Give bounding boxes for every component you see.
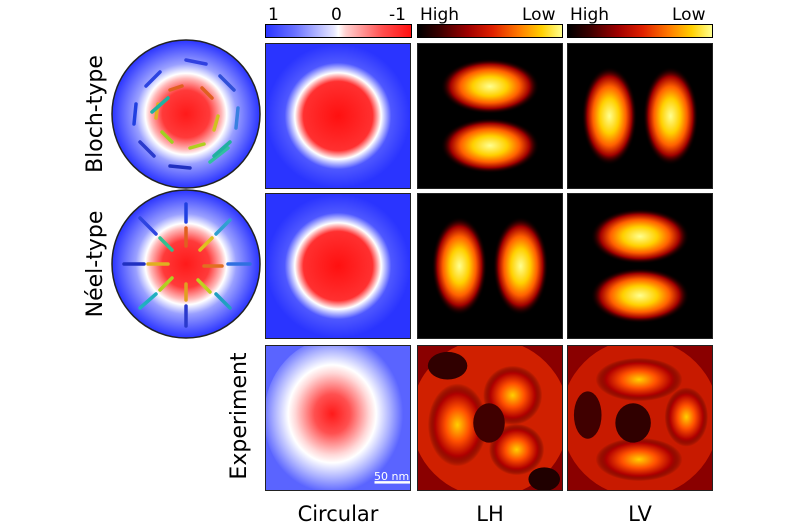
colorbar-circular-mid-label: 0 bbox=[331, 5, 342, 25]
neel-spin-texture bbox=[110, 188, 262, 340]
neel-circular-panel bbox=[265, 193, 411, 339]
experiment-circular-panel bbox=[265, 345, 411, 491]
scale-bar-label: 50 nm bbox=[374, 470, 410, 483]
colorbar-lv bbox=[567, 24, 713, 38]
neel-lv-panel bbox=[567, 193, 713, 339]
bloch-lv-panel bbox=[567, 43, 713, 189]
experiment-lv-panel bbox=[567, 345, 713, 491]
bloch-lh-panel bbox=[417, 43, 563, 189]
colorbar-circular bbox=[265, 24, 412, 38]
colorbar-circular-min-label: -1 bbox=[389, 5, 406, 25]
colorbar-lv-high-label: High bbox=[570, 5, 610, 25]
row-label-neel: Néel-type bbox=[83, 210, 108, 318]
neel-lh-panel bbox=[417, 193, 563, 339]
colorbar-lh-low-label: Low bbox=[522, 5, 556, 25]
column-label-lh: LH bbox=[476, 502, 504, 526]
bloch-circular-panel bbox=[265, 43, 411, 189]
bloch-spin-texture bbox=[110, 38, 262, 190]
colorbar-circular-max-label: 1 bbox=[268, 5, 279, 25]
column-label-lv: LV bbox=[628, 502, 652, 526]
row-label-experiment: Experiment bbox=[227, 352, 252, 480]
colorbar-lh bbox=[417, 24, 563, 38]
colorbar-lv-low-label: Low bbox=[672, 5, 706, 25]
colorbar-lh-high-label: High bbox=[420, 5, 460, 25]
experiment-lh-panel bbox=[417, 345, 563, 491]
row-label-bloch: Bloch-type bbox=[83, 55, 108, 173]
column-label-circular: Circular bbox=[297, 502, 379, 526]
